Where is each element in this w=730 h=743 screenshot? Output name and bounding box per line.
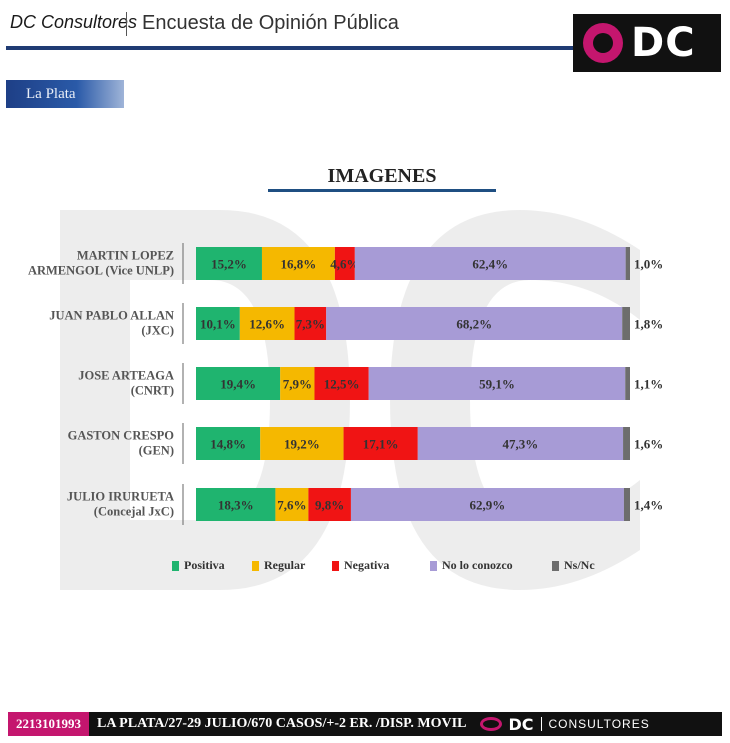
- category-label: MARTIN LOPEZ: [77, 249, 174, 263]
- legend-item: Ns/Nc: [552, 558, 595, 573]
- bar-segment-no-lo-conozco: [417, 427, 624, 460]
- footer-logo-icon: [480, 717, 503, 731]
- logo-text: DC: [631, 20, 696, 66]
- bar-segment-negativa: [308, 488, 351, 521]
- bar-segment-ns-nc: [623, 427, 630, 460]
- bar-segment-ns-nc: [625, 367, 630, 400]
- legend-swatch: [172, 560, 179, 571]
- chart-title: IMAGENES: [327, 165, 437, 187]
- bar-segment-negativa: [294, 307, 327, 340]
- data-label: 9,8%: [315, 498, 344, 513]
- bar-segment-positiva: [196, 307, 240, 340]
- data-label: 12,6%: [249, 317, 285, 332]
- bar-segment-no-lo-conozco: [350, 488, 624, 521]
- legend-swatch: [332, 560, 339, 571]
- category-label: (CNRT): [131, 384, 174, 398]
- bar-segment-regular: [280, 367, 315, 400]
- legend-label: Positiva: [184, 558, 225, 572]
- category-label: ARMENGOL (Vice UNLP): [28, 264, 174, 278]
- legend-swatch: [252, 560, 259, 571]
- data-label: 62,4%: [472, 257, 508, 272]
- data-label: 7,6%: [277, 498, 306, 513]
- data-label: 1,8%: [634, 317, 663, 332]
- bar-segment-negativa: [343, 427, 418, 460]
- bar-segment-regular: [275, 488, 309, 521]
- legend-label: No lo conozco: [442, 558, 513, 572]
- data-label: 14,8%: [210, 437, 246, 452]
- bar-segment-regular: [239, 307, 295, 340]
- data-label: 47,3%: [503, 437, 539, 452]
- legend-label: Negativa: [344, 558, 390, 572]
- legend-item: Regular: [252, 558, 305, 573]
- category-label: JOSE ARTEAGA: [78, 369, 174, 383]
- category-label: (JXC): [141, 324, 174, 338]
- data-label: 19,4%: [220, 377, 256, 392]
- footer-phone: 2213101993: [8, 712, 89, 736]
- chart-legend: Positiva Regular Negativa No lo conozco Ns/N…: [172, 558, 652, 578]
- bar-segment-positiva: [196, 488, 276, 521]
- bar-segment-negativa: [314, 367, 369, 400]
- legend-label: Regular: [264, 558, 306, 572]
- page-title: Encuesta de Opinión Pública: [142, 12, 399, 34]
- bar-segment-regular: [261, 247, 335, 280]
- footer-info: LA PLATA/27-29 JULIO/670 CASOS/+-2 ER. /…: [97, 716, 467, 731]
- header-separator: [126, 12, 127, 36]
- data-label: 1,6%: [634, 437, 663, 452]
- legend-label: Ns/Nc: [564, 558, 595, 572]
- data-label: 4,6%: [330, 257, 359, 272]
- legend-item: No lo conozco: [430, 558, 513, 573]
- bar-segment-positiva: [196, 427, 261, 460]
- data-label: 68,2%: [456, 317, 492, 332]
- footer-brand-sub: CONSULTORES: [541, 717, 649, 731]
- data-label: 12,5%: [324, 377, 360, 392]
- legend-item: Negativa: [332, 558, 389, 573]
- data-label: 7,3%: [296, 317, 325, 332]
- category-label: JULIO IRURUETA: [67, 490, 174, 504]
- data-label: 18,3%: [218, 498, 254, 513]
- data-label: 1,0%: [634, 257, 663, 272]
- bar-segment-positiva: [196, 247, 262, 280]
- data-label: 1,4%: [634, 498, 663, 513]
- data-label: 16,8%: [281, 257, 317, 272]
- logo-o-icon: [583, 23, 623, 63]
- data-label: 19,2%: [284, 437, 320, 452]
- category-label: (Concejal JxC): [94, 505, 174, 519]
- chart-title-underline: [268, 189, 496, 192]
- bar-segment-ns-nc: [622, 307, 630, 340]
- data-label: 59,1%: [479, 377, 515, 392]
- brand-name: DC Consultores: [10, 12, 138, 32]
- bar-segment-negativa: [334, 247, 355, 280]
- data-label: 1,1%: [634, 377, 663, 392]
- data-label: 7,9%: [283, 377, 312, 392]
- footer-brand: DC: [508, 714, 534, 734]
- data-label: 10,1%: [200, 317, 236, 332]
- category-label: JUAN PABLO ALLAN: [49, 309, 174, 323]
- data-label: 62,9%: [470, 498, 506, 513]
- data-label: 17,1%: [363, 437, 399, 452]
- bar-segment-no-lo-conozco: [354, 247, 626, 280]
- bar-segment-ns-nc: [623, 488, 630, 521]
- bar-segment-positiva: [196, 367, 281, 400]
- legend-swatch: [552, 560, 559, 571]
- odc-logo: DC: [573, 14, 721, 72]
- header-divider: [6, 46, 573, 50]
- bar-segment-regular: [260, 427, 344, 460]
- data-label: 15,2%: [211, 257, 247, 272]
- bar-segment-no-lo-conozco: [326, 307, 623, 340]
- bar-segment-ns-nc: [625, 247, 630, 280]
- footer-bar: 2213101993 LA PLATA/27-29 JULIO/670 CASO…: [8, 712, 722, 736]
- legend-item: Positiva: [172, 558, 225, 573]
- category-label: GASTON CRESPO: [68, 429, 175, 443]
- legend-swatch: [430, 560, 437, 571]
- bar-segment-no-lo-conozco: [368, 367, 626, 400]
- city-tab: La Plata: [6, 80, 124, 108]
- category-label: (GEN): [139, 444, 174, 458]
